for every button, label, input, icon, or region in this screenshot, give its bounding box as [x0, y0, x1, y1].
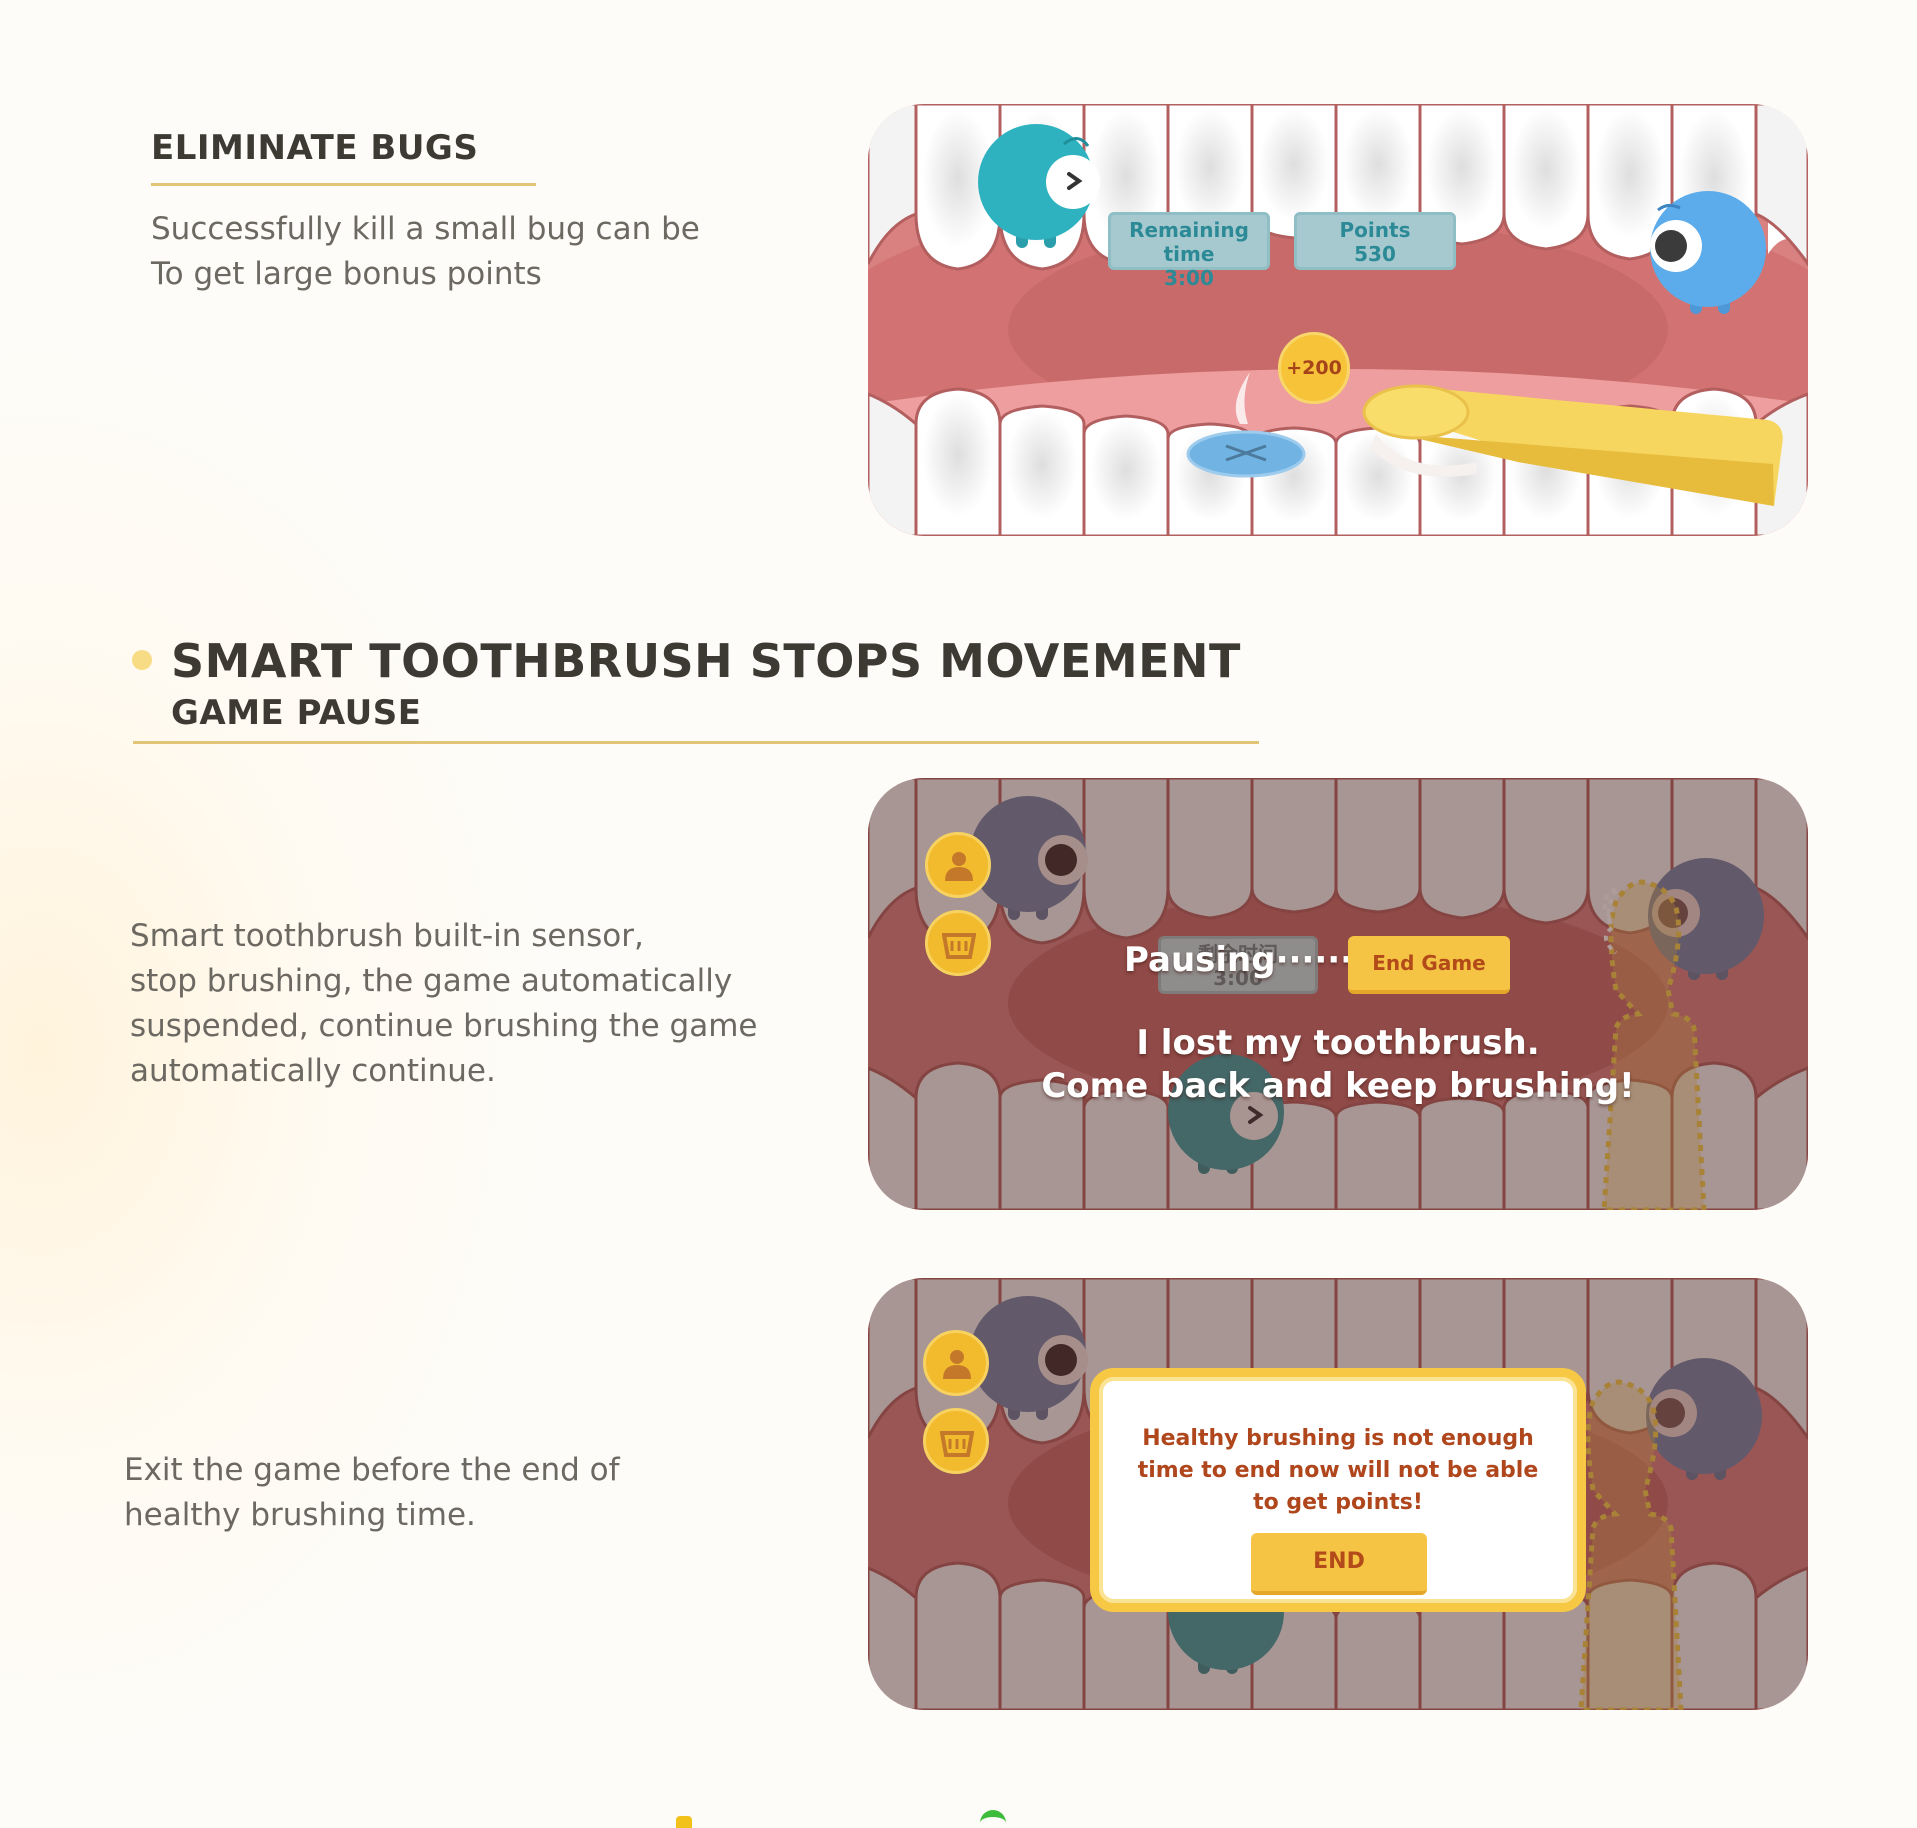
bonus-coin: +200 — [1278, 332, 1350, 404]
pause-message-line1: I lost my toothbrush. — [1136, 1023, 1540, 1063]
dialog-message-line1: Healthy brushing is not enough — [1142, 1426, 1534, 1451]
pause-message: I lost my toothbrush. Come back and keep… — [1008, 1022, 1668, 1108]
hud-time-value: 3:00 — [1213, 966, 1263, 990]
hud-points: Points 530 — [1294, 212, 1456, 270]
title-underline — [151, 183, 536, 186]
desc-line: Exit the game before the end of — [124, 1452, 620, 1488]
section-underline — [133, 741, 1259, 744]
section-title-smart-toothbrush: SMART TOOTHBRUSH STOPS MOVEMENT — [171, 634, 1241, 688]
toothbrush-icon — [1362, 384, 1783, 506]
desc-line: automatically continue. — [130, 1053, 496, 1089]
teal-bug-character — [978, 124, 1100, 248]
exit-confirmation-dialog: Healthy brushing is not enough time to e… — [1090, 1368, 1586, 1612]
pause-overlay — [868, 778, 1808, 1210]
sparkle-marks — [1602, 886, 1620, 955]
desc-line: healthy brushing time. — [124, 1497, 476, 1533]
squashed-bug — [1186, 372, 1306, 478]
section-title-eliminate-bugs: ELIMINATE BUGS — [151, 128, 479, 168]
hud-time-label: 剩余时间 — [1198, 942, 1278, 966]
dialog-message-line3: to get points! — [1253, 1490, 1423, 1515]
game-screen-eliminate-bugs: Remaining time 3:00 Points 530 +200 — [868, 104, 1808, 536]
user-icon — [943, 1350, 971, 1379]
shop-button[interactable] — [923, 1408, 989, 1474]
shop-button[interactable] — [925, 910, 991, 976]
gray-bug-character-right — [1646, 1358, 1762, 1480]
gray-bug-character — [970, 796, 1088, 920]
section-subtitle-game-pause: GAME PAUSE — [171, 693, 422, 733]
toothbrush-outline-icon — [1601, 879, 1707, 1210]
teal-bug-character — [1168, 1054, 1284, 1174]
basket-icon — [940, 1431, 974, 1457]
section3-description: Exit the game before the end of healthy … — [124, 1448, 620, 1538]
game-screen-exit-dialog: Healthy brushing is not enough time to e… — [868, 1278, 1808, 1710]
desc-line: To get large bonus points — [151, 256, 542, 292]
basket-icon — [942, 933, 976, 959]
hud-time-value: 3:00 — [1164, 266, 1214, 290]
hud-time-label: Remaining time — [1129, 218, 1249, 266]
upper-teeth — [868, 104, 1808, 271]
hud-remaining-time-dimmed: 剩余时间 3:00 — [1158, 936, 1318, 994]
hud-points-label: Points — [1339, 218, 1411, 242]
gray-bug-character — [970, 1296, 1088, 1420]
mouth-scene — [868, 104, 1808, 536]
desc-line: suspended, continue brushing the game — [130, 1008, 758, 1044]
section2-description: Smart toothbrush built-in sensor, stop b… — [130, 914, 757, 1094]
mouth-scene — [868, 778, 1808, 1210]
toothbrush-outline-icon — [1578, 1379, 1684, 1710]
section1-description: Successfully kill a small bug can be To … — [151, 207, 700, 297]
desc-line: stop brushing, the game automatically — [130, 963, 733, 999]
hud-remaining-time: Remaining time 3:00 — [1108, 212, 1270, 290]
end-game-button[interactable]: End Game — [1348, 936, 1510, 994]
hud-points-value: 530 — [1354, 242, 1396, 266]
profile-button[interactable] — [925, 832, 991, 898]
user-icon — [945, 852, 973, 881]
decorative-fragment — [676, 1816, 692, 1828]
dialog-message-line2: time to end now will not be able — [1137, 1458, 1539, 1483]
desc-line: Smart toothbrush built-in sensor, — [130, 918, 644, 954]
end-button[interactable]: END — [1251, 1533, 1427, 1595]
dialog-message: Healthy brushing is not enough time to e… — [1099, 1423, 1577, 1519]
game-screen-pause: 剩余时间 3:00 Pausing······ End Game I lost … — [868, 778, 1808, 1210]
pausing-label: Pausing······ — [1124, 940, 1354, 980]
decorative-fragment — [980, 1810, 1006, 1828]
section-bullet — [132, 650, 152, 670]
profile-button[interactable] — [923, 1330, 989, 1396]
pause-message-line2: Come back and keep brushing! — [1041, 1066, 1635, 1106]
desc-line: Successfully kill a small bug can be — [151, 211, 700, 247]
blue-bug-character — [1650, 191, 1766, 314]
